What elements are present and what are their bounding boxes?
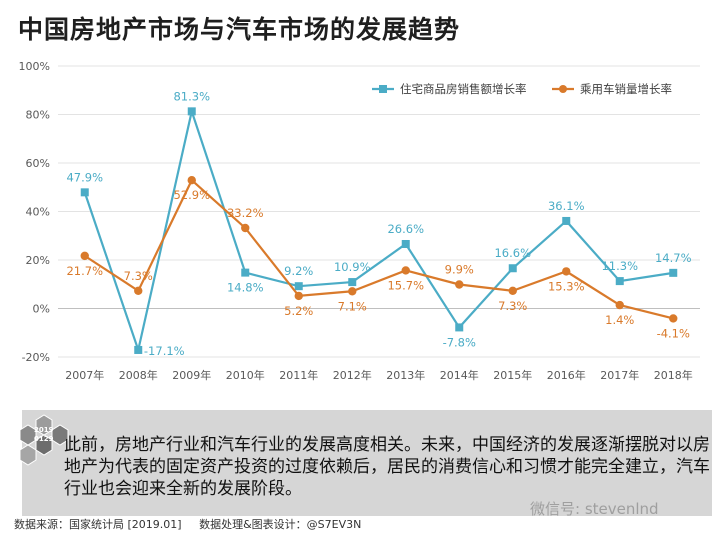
x-tick-label: 2008年 bbox=[119, 368, 158, 382]
data-point-circle bbox=[241, 223, 250, 233]
x-tick-label: 2015年 bbox=[493, 368, 532, 382]
badge-day-text: 0129 bbox=[34, 435, 54, 443]
data-label: 26.6% bbox=[387, 222, 424, 236]
data-point-circle bbox=[294, 291, 303, 301]
wechat-watermark: 微信号: stevenlnd bbox=[530, 500, 659, 518]
badge-year-text: 2019 bbox=[34, 426, 54, 434]
y-tick-label: 20% bbox=[26, 254, 50, 267]
data-label: 7.1% bbox=[338, 299, 367, 313]
data-point-circle bbox=[134, 286, 143, 295]
data-label: 10.9% bbox=[334, 260, 371, 274]
data-label: 7.3% bbox=[124, 269, 153, 283]
data-label: 52.9% bbox=[173, 188, 210, 202]
data-label: 16.6% bbox=[494, 246, 531, 260]
y-tick-label: 60% bbox=[26, 157, 50, 170]
data-label: 11.3% bbox=[601, 259, 638, 273]
legend-marker-square bbox=[379, 85, 387, 93]
badge-date: 2019 0129 bbox=[34, 426, 53, 444]
hexagon-badge-icon bbox=[19, 414, 69, 466]
growth-line-chart: -20% 0% 20% 40% 60% 80% 100% 2007年 2008年 2009年 201… bbox=[19, 60, 700, 382]
y-tick-label: -20% bbox=[22, 351, 50, 364]
x-tick-label: 2014年 bbox=[440, 368, 479, 382]
data-point-square bbox=[348, 278, 357, 287]
data-point-square bbox=[562, 216, 571, 225]
data-label: 14.7% bbox=[655, 251, 692, 265]
data-point-square bbox=[80, 188, 89, 197]
legend-label: 乘用车销量增长率 bbox=[580, 82, 672, 96]
legend-marker-circle bbox=[559, 85, 567, 93]
page-title: 中国房地产市场与汽车市场的发展趋势 bbox=[18, 15, 461, 44]
data-point-circle bbox=[401, 266, 410, 275]
data-label: -17.1% bbox=[144, 344, 185, 358]
data-label: 81.3% bbox=[173, 89, 210, 103]
data-label: 15.3% bbox=[548, 279, 585, 293]
y-tick-label: 40% bbox=[26, 206, 50, 219]
footer: 数据来源：国家统计局 [2019.01] 数据处理&图表设计：@S7EV3N bbox=[14, 516, 375, 532]
data-point-circle bbox=[187, 176, 196, 185]
callout-text: 此前，房地产行业和汽车行业的发展高度相关。未来，中国经济的发展逐渐摆脱对以房地产… bbox=[64, 435, 710, 499]
footer-source: 数据来源：国家统计局 [2019.01] bbox=[14, 518, 182, 531]
legend-label: 住宅商品房销售额增长率 bbox=[400, 82, 527, 96]
data-point-circle bbox=[615, 300, 624, 310]
x-tick-label: 2013年 bbox=[386, 368, 425, 382]
data-point-square bbox=[187, 107, 196, 116]
series-line-1 bbox=[83, 107, 674, 355]
x-tick-label: 2016年 bbox=[547, 368, 586, 382]
x-tick-label: 2012年 bbox=[333, 368, 372, 382]
y-tick-label: 100% bbox=[19, 60, 50, 73]
data-point-square bbox=[294, 282, 303, 291]
footer-design: 数据处理&图表设计：@S7EV3N bbox=[199, 518, 362, 531]
data-point-circle bbox=[562, 267, 571, 276]
x-tick-label: 2010年 bbox=[226, 368, 265, 382]
data-point-circle bbox=[455, 280, 464, 289]
data-label: 9.2% bbox=[284, 264, 313, 278]
data-label: 21.7% bbox=[66, 264, 103, 278]
data-point-square bbox=[615, 277, 624, 286]
data-label: 9.9% bbox=[445, 262, 474, 276]
data-label: 7.3% bbox=[498, 299, 527, 313]
x-tick-label: 2011年 bbox=[279, 368, 318, 382]
data-point-square bbox=[455, 323, 464, 332]
x-tick-label: 2017年 bbox=[600, 368, 639, 382]
x-tick-label: 2009年 bbox=[172, 368, 211, 382]
data-label: 33.2% bbox=[227, 206, 264, 220]
data-point-circle bbox=[348, 287, 357, 296]
y-tick-label: 0% bbox=[33, 303, 50, 316]
x-tick-label: 2018年 bbox=[654, 368, 693, 382]
data-label: 15.7% bbox=[387, 278, 424, 292]
data-point-square bbox=[401, 239, 410, 248]
series-line-2 bbox=[84, 178, 674, 320]
data-point-square bbox=[669, 268, 678, 277]
data-point-square bbox=[134, 345, 143, 354]
data-point-circle bbox=[80, 251, 89, 261]
data-label: -7.8% bbox=[443, 335, 476, 349]
data-point-square bbox=[508, 264, 517, 273]
x-tick-label: 2007年 bbox=[65, 368, 104, 382]
data-label: -4.1% bbox=[657, 326, 690, 340]
data-point-circle bbox=[669, 314, 678, 323]
data-label: 36.1% bbox=[548, 199, 585, 213]
data-point-square bbox=[241, 268, 250, 277]
data-label: 14.8% bbox=[227, 281, 264, 295]
data-label: 47.9% bbox=[66, 170, 103, 184]
data-point-circle bbox=[508, 286, 517, 295]
y-tick-label: 80% bbox=[26, 109, 50, 122]
callout-box bbox=[22, 410, 712, 516]
data-label: 5.2% bbox=[284, 304, 313, 318]
data-label: 1.4% bbox=[605, 313, 634, 327]
